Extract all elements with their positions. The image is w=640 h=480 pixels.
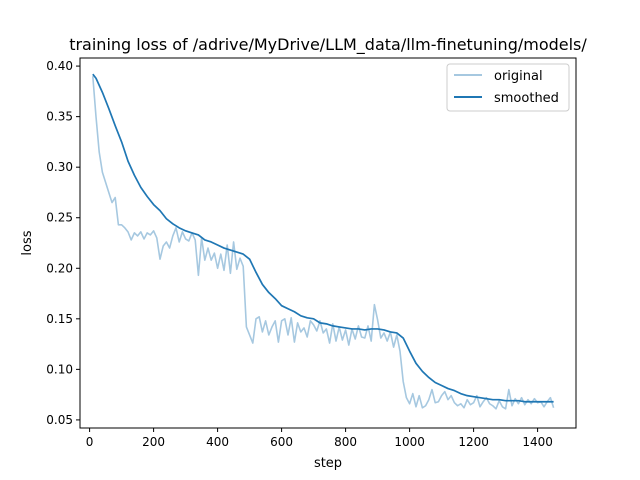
legend: original smoothed: [446, 63, 570, 112]
x-tick-label: 1000: [394, 435, 425, 449]
x-tick-label: 600: [270, 435, 293, 449]
y-tick-label: 0.40: [46, 59, 73, 73]
x-axis-label: step: [314, 456, 342, 471]
legend-label-smoothed: smoothed: [494, 91, 559, 106]
x-tick-label: 200: [142, 435, 165, 449]
series-line-original: [92, 76, 555, 410]
y-tick-label: 0.25: [46, 211, 73, 225]
series-line-smoothed: [92, 73, 554, 403]
chart-title: training loss of /adrive/MyDrive/LLM_dat…: [69, 35, 587, 55]
x-tick-label: 1200: [458, 435, 489, 449]
y-tick-label: 0.30: [46, 160, 73, 174]
x-tick-label: 0: [86, 435, 94, 449]
series-layer: [92, 73, 555, 410]
y-tick-label: 0.10: [46, 362, 73, 376]
plot-area-frame: [79, 57, 577, 429]
y-tick-label: 0.35: [46, 110, 73, 124]
y-tick-label: 0.15: [46, 312, 73, 326]
y-tick-label: 0.20: [46, 261, 73, 275]
y-axis-label: loss: [20, 230, 35, 255]
x-tick-label: 800: [334, 435, 357, 449]
legend-label-original: original: [494, 69, 543, 84]
x-tick-label: 1400: [522, 435, 553, 449]
x-tick-label: 400: [206, 435, 229, 449]
y-tick-label: 0.05: [46, 413, 73, 427]
axis-ticks: 0 200 400 600 800 1000 1200 1400 0.05 0.10 0.15 0.2…: [46, 59, 553, 449]
